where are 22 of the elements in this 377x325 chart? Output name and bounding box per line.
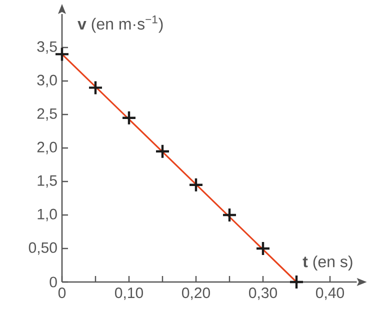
point (255, 240, 271, 256)
point (121, 110, 137, 126)
y-tick-label: 0 (50, 276, 57, 288)
y-tick-label: 1,0 (38, 208, 57, 222)
y-axis-title: v (en m·s$^{−1}$) (78, 16, 163, 33)
x-tick-label: 0,20 (182, 288, 210, 300)
point (222, 207, 238, 223)
point (154, 144, 170, 159)
point (288, 274, 304, 290)
y-tick-label: 0,50 (28, 242, 57, 255)
y-tick-label: 3,0 (37, 74, 57, 88)
y-tick-label: 3,5 (37, 41, 57, 54)
x-tick-label: 0,10 (114, 288, 144, 300)
x-tick-label: 0 (58, 288, 66, 298)
y-tick-label: 1,5 (38, 175, 57, 188)
y-tick-label: 2,5 (37, 108, 57, 121)
x-tick-label: 0,40 (316, 288, 344, 300)
point (88, 80, 104, 96)
x-axis-title: t (en s) (302, 256, 352, 270)
point (188, 177, 204, 192)
x-tick-label: 0,30 (248, 288, 278, 300)
y-tick-label: 2,0 (37, 142, 57, 154)
